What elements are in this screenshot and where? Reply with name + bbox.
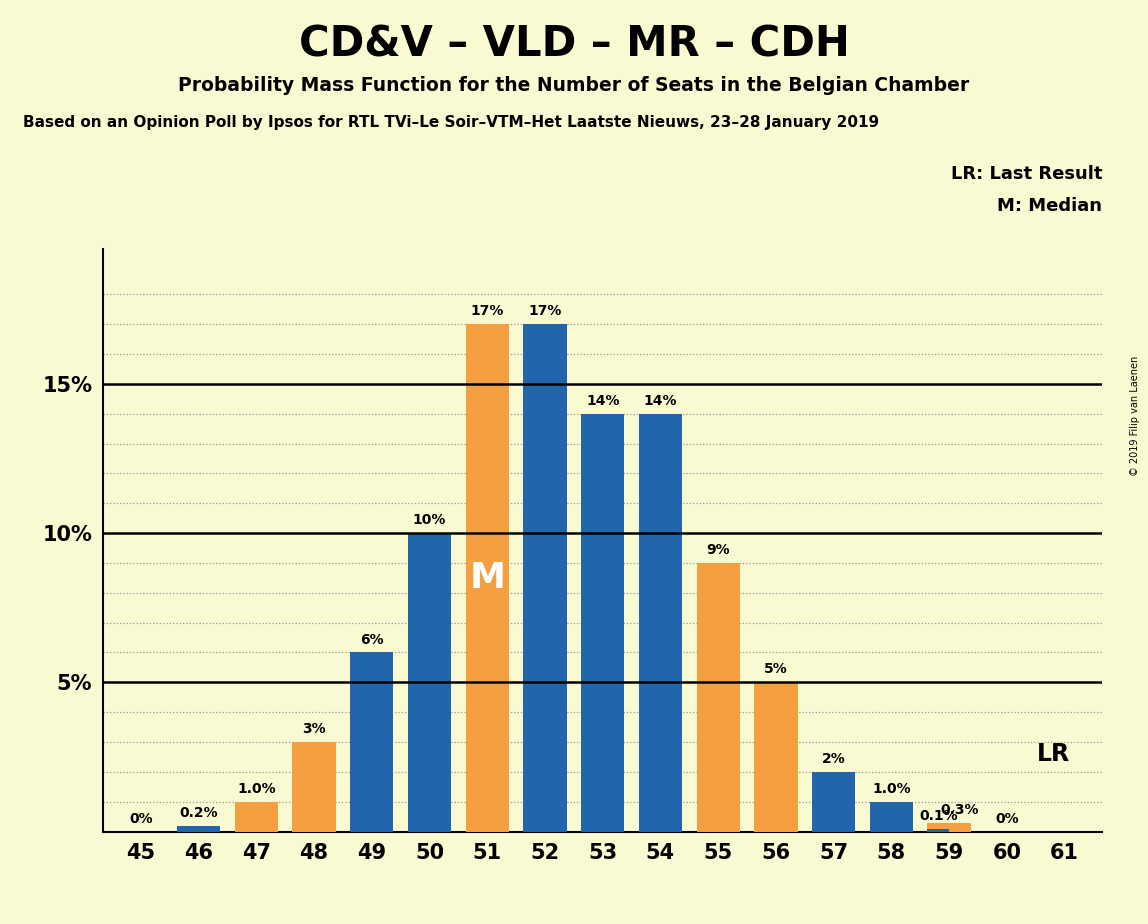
- Bar: [928, 829, 949, 832]
- Text: LR: LR: [1037, 742, 1070, 766]
- Bar: [408, 533, 451, 832]
- Text: 17%: 17%: [528, 304, 561, 318]
- Bar: [697, 563, 739, 832]
- Text: 0%: 0%: [129, 811, 153, 826]
- Text: 1.0%: 1.0%: [872, 782, 910, 796]
- Text: 0.3%: 0.3%: [940, 803, 979, 817]
- Text: Based on an Opinion Poll by Ipsos for RTL TVi–Le Soir–VTM–Het Laatste Nieuws, 23: Based on an Opinion Poll by Ipsos for RT…: [23, 116, 879, 130]
- Bar: [293, 742, 335, 832]
- Text: M: M: [470, 561, 505, 595]
- Text: 3%: 3%: [302, 722, 326, 736]
- Text: 17%: 17%: [471, 304, 504, 318]
- Bar: [638, 414, 682, 832]
- Text: © 2019 Filip van Laenen: © 2019 Filip van Laenen: [1130, 356, 1140, 476]
- Text: 5%: 5%: [765, 663, 788, 676]
- Bar: [812, 772, 855, 832]
- Bar: [466, 324, 509, 832]
- Bar: [928, 822, 971, 832]
- Text: 6%: 6%: [360, 633, 383, 647]
- Text: M: Median: M: Median: [998, 197, 1102, 215]
- Text: 1.0%: 1.0%: [236, 782, 276, 796]
- Text: LR: Last Result: LR: Last Result: [951, 165, 1102, 183]
- Text: 0.1%: 0.1%: [918, 808, 957, 822]
- Text: 14%: 14%: [644, 394, 677, 407]
- Bar: [523, 324, 567, 832]
- Text: 9%: 9%: [706, 543, 730, 557]
- Bar: [581, 414, 625, 832]
- Bar: [949, 822, 971, 832]
- Bar: [870, 802, 913, 832]
- Text: 14%: 14%: [585, 394, 620, 407]
- Text: CD&V – VLD – MR – CDH: CD&V – VLD – MR – CDH: [298, 23, 850, 65]
- Bar: [754, 682, 798, 832]
- Text: 0%: 0%: [995, 811, 1018, 826]
- Text: 2%: 2%: [822, 752, 846, 766]
- Bar: [350, 652, 394, 832]
- Text: Probability Mass Function for the Number of Seats in the Belgian Chamber: Probability Mass Function for the Number…: [178, 76, 970, 95]
- Text: 0.2%: 0.2%: [179, 806, 218, 820]
- Bar: [234, 802, 278, 832]
- Bar: [177, 826, 220, 832]
- Text: 10%: 10%: [413, 513, 447, 527]
